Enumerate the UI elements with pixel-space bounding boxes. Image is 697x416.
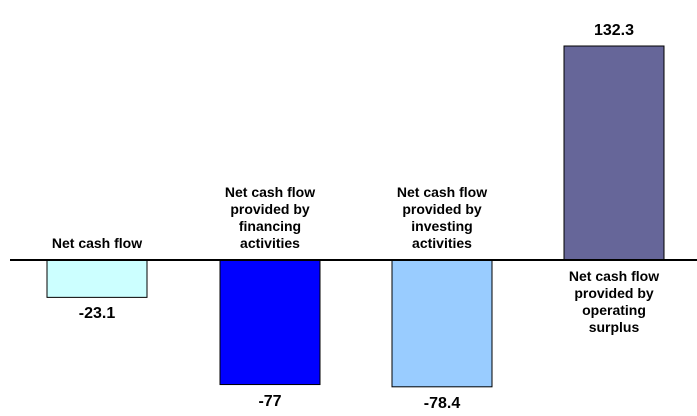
category-label: Net cash flow provided by financing acti… xyxy=(224,184,316,251)
value-label: -78.4 xyxy=(423,394,461,412)
bar xyxy=(563,45,665,261)
value-label: -23.1 xyxy=(78,305,116,323)
bar xyxy=(46,259,148,298)
bar xyxy=(391,259,493,388)
category-label: Net cash flow provided by operating surp… xyxy=(568,268,660,335)
value-label: 132.3 xyxy=(593,22,635,39)
bar xyxy=(219,259,321,386)
category-label: Net cash flow xyxy=(51,235,143,251)
category-label: Net cash flow provided by investing acti… xyxy=(396,184,488,251)
value-label: -77 xyxy=(258,392,282,410)
